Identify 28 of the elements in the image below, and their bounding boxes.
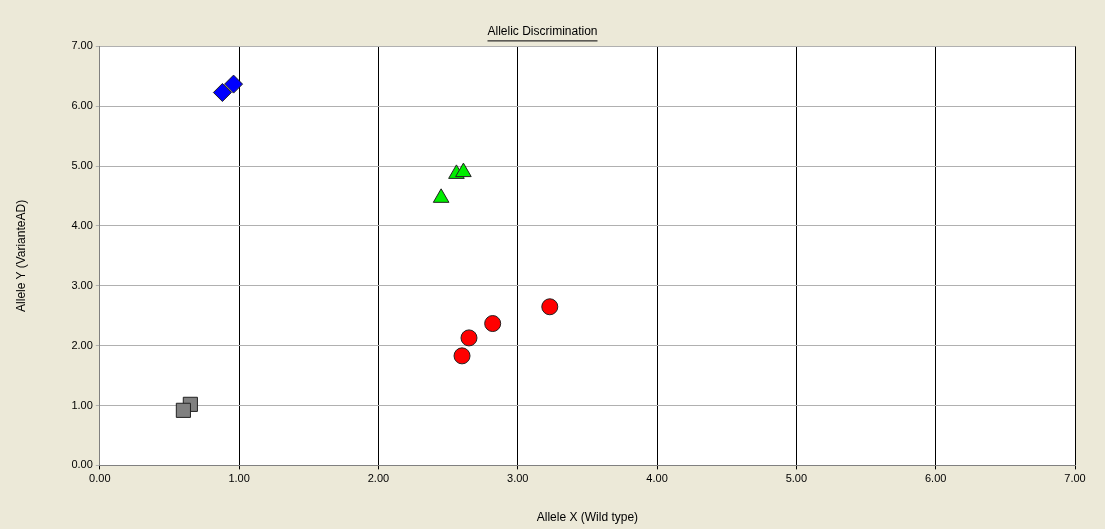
point xyxy=(432,188,450,203)
x-tick-label: 5.00 xyxy=(785,472,808,485)
x-tick-label: 7.00 xyxy=(1064,472,1086,485)
point xyxy=(484,315,502,333)
x-tick-label: 1.00 xyxy=(228,472,250,485)
point xyxy=(455,162,472,178)
y-axis-title: Allele Y (VarianteAD) xyxy=(13,199,28,312)
point xyxy=(175,402,191,418)
y-tick-label: 2.00 xyxy=(71,338,93,351)
point xyxy=(212,82,232,102)
y-tick-label: 1.00 xyxy=(71,398,93,411)
point xyxy=(460,329,478,347)
point xyxy=(453,347,471,365)
point xyxy=(541,298,559,316)
x-axis-title: Allele X (Wild type) xyxy=(536,510,639,525)
x-tick-label: 4.00 xyxy=(646,472,668,485)
y-tick-label: 4.00 xyxy=(71,219,93,231)
chart-title: Allelic Discrimination xyxy=(487,23,598,38)
y-tick-label: 5.00 xyxy=(71,159,93,172)
point xyxy=(224,74,244,94)
x-tick-label: 3.00 xyxy=(507,472,529,485)
x-tick-label: 6.00 xyxy=(924,472,947,485)
y-tick-label: 6.00 xyxy=(71,99,93,112)
y-tick-label: 0.00 xyxy=(71,458,93,471)
y-tick-label: 3.00 xyxy=(71,278,93,291)
y-tick-label: 7.00 xyxy=(71,39,93,52)
x-tick-label: 0.00 xyxy=(89,472,111,485)
x-tick-label: 2.00 xyxy=(367,472,390,485)
